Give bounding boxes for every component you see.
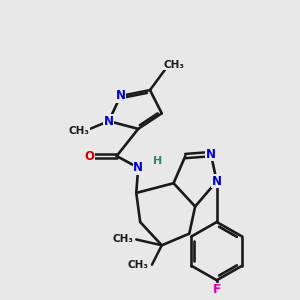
Text: N: N	[116, 89, 126, 102]
Text: CH₃: CH₃	[163, 60, 184, 70]
Text: CH₃: CH₃	[112, 235, 133, 244]
Text: CH₃: CH₃	[128, 260, 149, 270]
Text: N: N	[133, 161, 143, 174]
Text: F: F	[212, 284, 221, 296]
Text: O: O	[84, 150, 94, 163]
Text: N: N	[206, 148, 216, 160]
Text: CH₃: CH₃	[69, 126, 90, 136]
Text: N: N	[104, 115, 114, 128]
Text: N: N	[212, 175, 222, 188]
Text: H: H	[153, 156, 163, 166]
